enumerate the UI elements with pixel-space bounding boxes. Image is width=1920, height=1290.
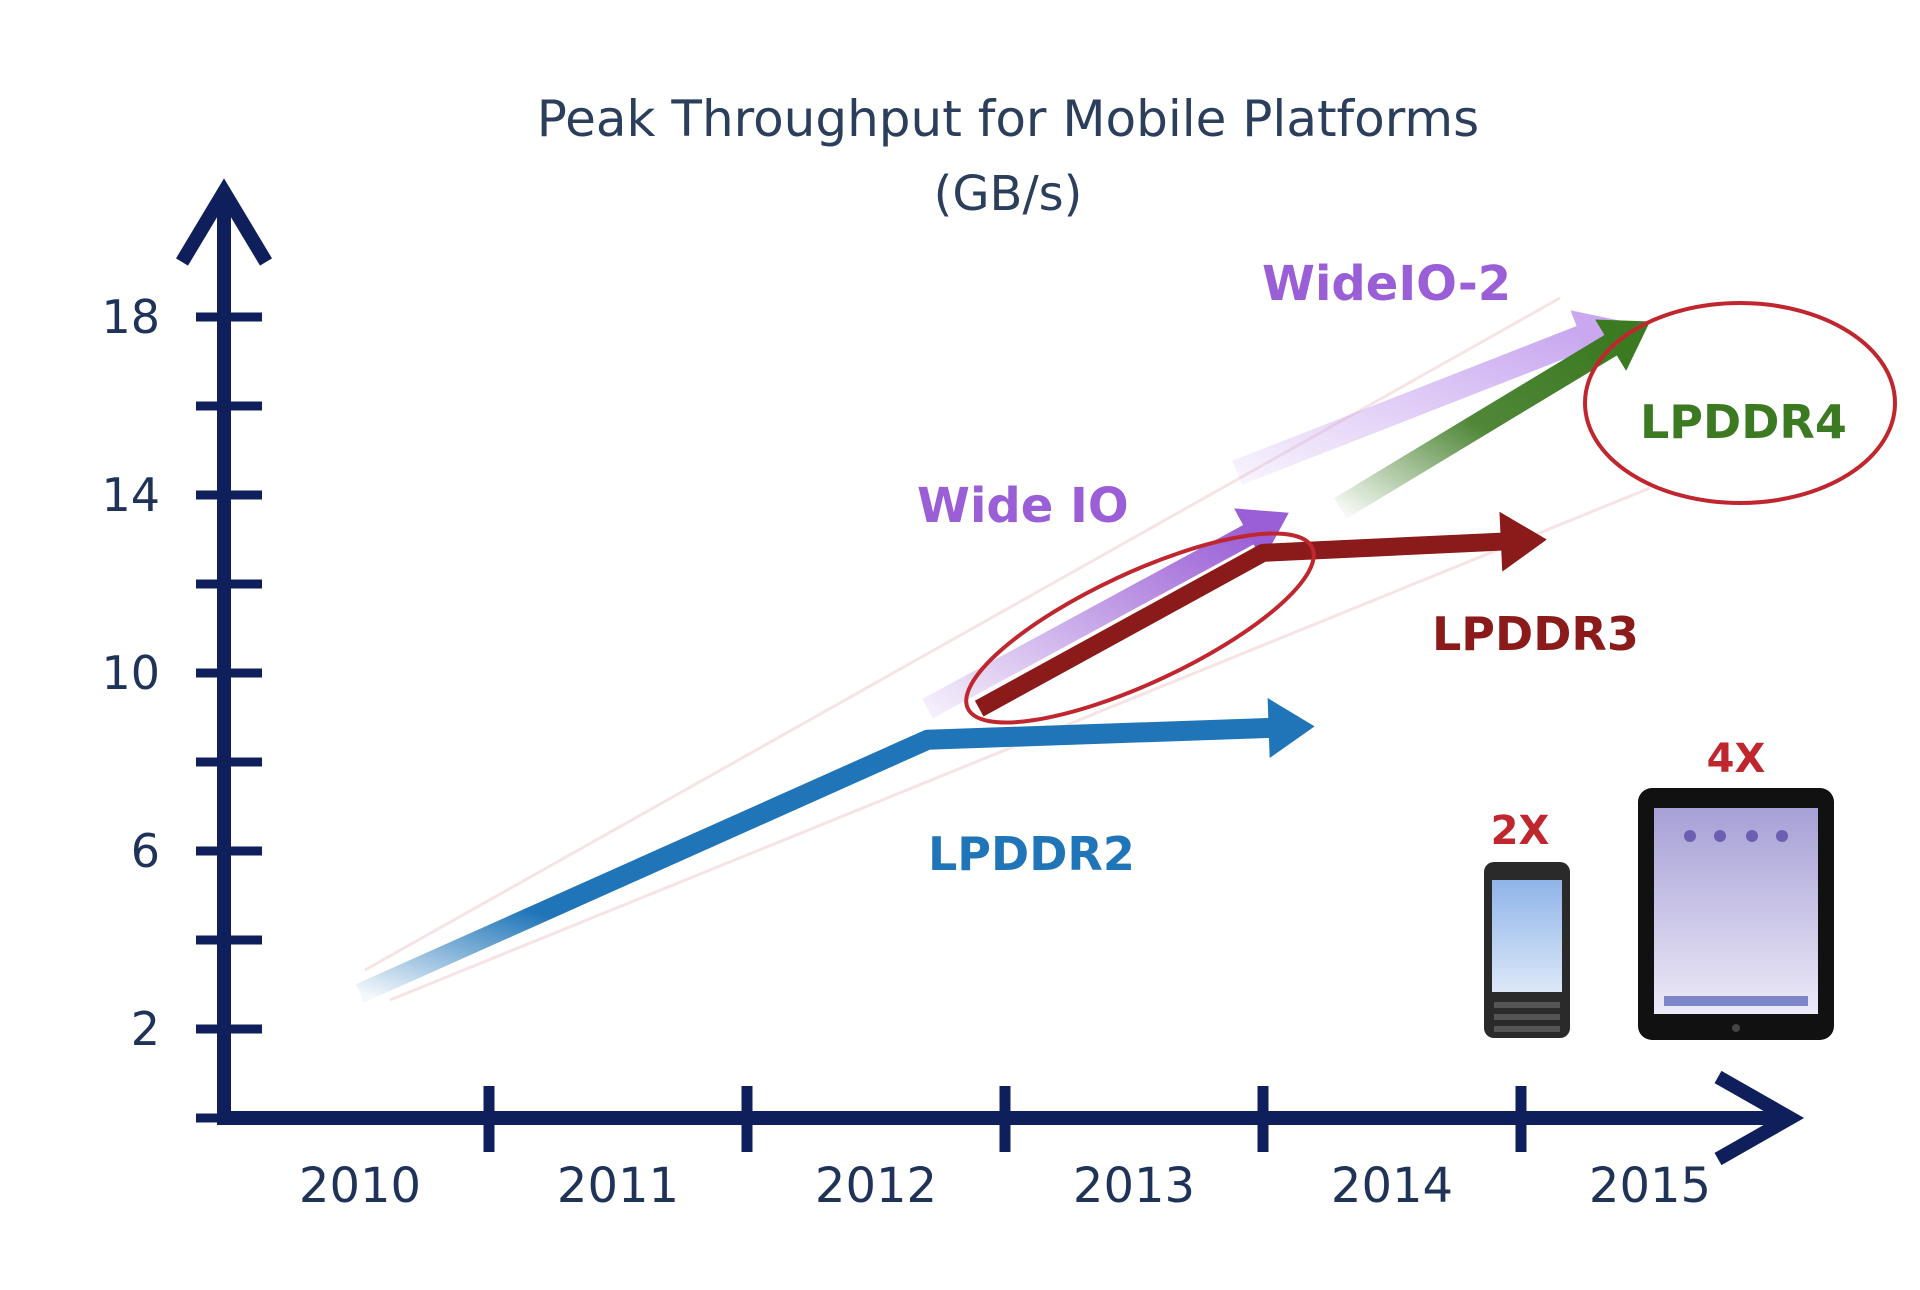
y-tick-label: 18	[101, 290, 160, 344]
series-line	[922, 522, 1258, 719]
series-label-lpddr3: LPDDR3	[1432, 607, 1639, 661]
annotation-2x: 2X	[1491, 808, 1550, 854]
y-ticks: 2 6 10 14 18	[101, 290, 262, 1056]
series-label-lpddr2: LPDDR2	[928, 827, 1135, 881]
series-arrowhead	[1595, 319, 1650, 371]
series-arrowhead	[1267, 698, 1315, 758]
x-tick-label: 2011	[557, 1158, 679, 1214]
series-arrowhead	[1499, 511, 1547, 572]
series-line	[974, 532, 1506, 717]
tablet-icon	[1638, 788, 1834, 1040]
y-tick-label: 6	[131, 824, 160, 878]
series-lpddr3	[974, 511, 1547, 717]
series-line	[1232, 324, 1591, 485]
y-minor-ticks	[196, 401, 262, 1123]
y-tick-label: 14	[101, 468, 160, 522]
lpddr3-highlight-ellipse	[964, 531, 1316, 725]
smartphone-icon	[1484, 862, 1570, 1038]
x-tick-label: 2013	[1073, 1158, 1195, 1214]
series-layer	[355, 310, 1651, 1003]
annotation-4x: 4X	[1707, 736, 1766, 782]
y-tick-label: 10	[101, 646, 160, 700]
x-tick-label: 2010	[299, 1158, 421, 1214]
x-tick-label: 2015	[1589, 1158, 1711, 1214]
x-tick-label: 2014	[1331, 1158, 1453, 1214]
y-tick-label: 2	[131, 1002, 160, 1056]
series-line	[1334, 332, 1621, 519]
y-axis	[175, 178, 273, 1118]
series-lpddr2	[355, 698, 1315, 1003]
series-label-wideio: Wide IO	[917, 478, 1129, 534]
series-label-wideio2: WideIO-2	[1262, 256, 1511, 312]
lpddr4-highlight-ellipse	[1583, 301, 1897, 505]
x-ticks: 2010 2011 2012 2013 2014 2015	[299, 1086, 1711, 1214]
series-label-lpddr4: LPDDR4	[1640, 395, 1847, 449]
series-line	[355, 717, 1274, 1003]
chart-title: Peak Throughput for Mobile Platforms	[537, 90, 1479, 148]
x-tick-label: 2012	[815, 1158, 937, 1214]
chart-subtitle: (GB/s)	[934, 166, 1083, 222]
